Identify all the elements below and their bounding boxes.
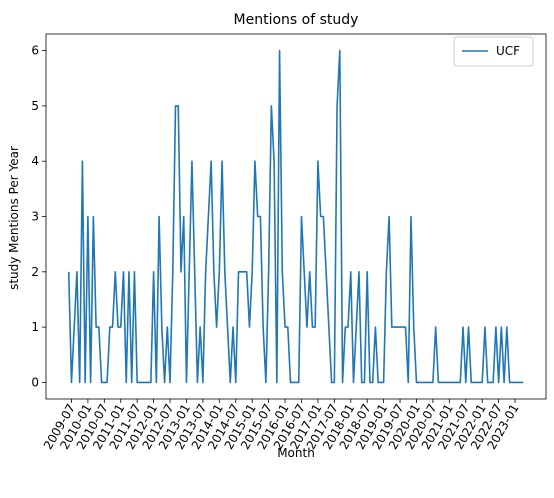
- plot-frame: [45, 33, 547, 400]
- y-tick-label: 0: [31, 375, 39, 389]
- y-tick-label: 4: [31, 154, 39, 168]
- plot-area: [67, 49, 524, 384]
- y-tick-label: 3: [31, 210, 39, 224]
- series-line-ucf: [67, 49, 524, 384]
- y-axis-label: study Mentions Per Year: [7, 146, 21, 290]
- x-axis: 2009-072010-012010-072011-012011-072012-…: [41, 399, 522, 452]
- x-axis-label: Month: [277, 446, 315, 460]
- y-axis: 0 1 2 3 4 5 6: [31, 44, 46, 389]
- legend: UCF: [453, 36, 534, 67]
- y-tick-label: 5: [31, 99, 39, 113]
- y-tick-label: 1: [31, 320, 39, 334]
- legend-box: [453, 36, 534, 67]
- y-tick-label: 6: [31, 44, 39, 58]
- legend-label: UCF: [496, 44, 520, 58]
- y-tick-label: 2: [31, 265, 39, 279]
- chart-title: Mentions of study: [234, 12, 359, 28]
